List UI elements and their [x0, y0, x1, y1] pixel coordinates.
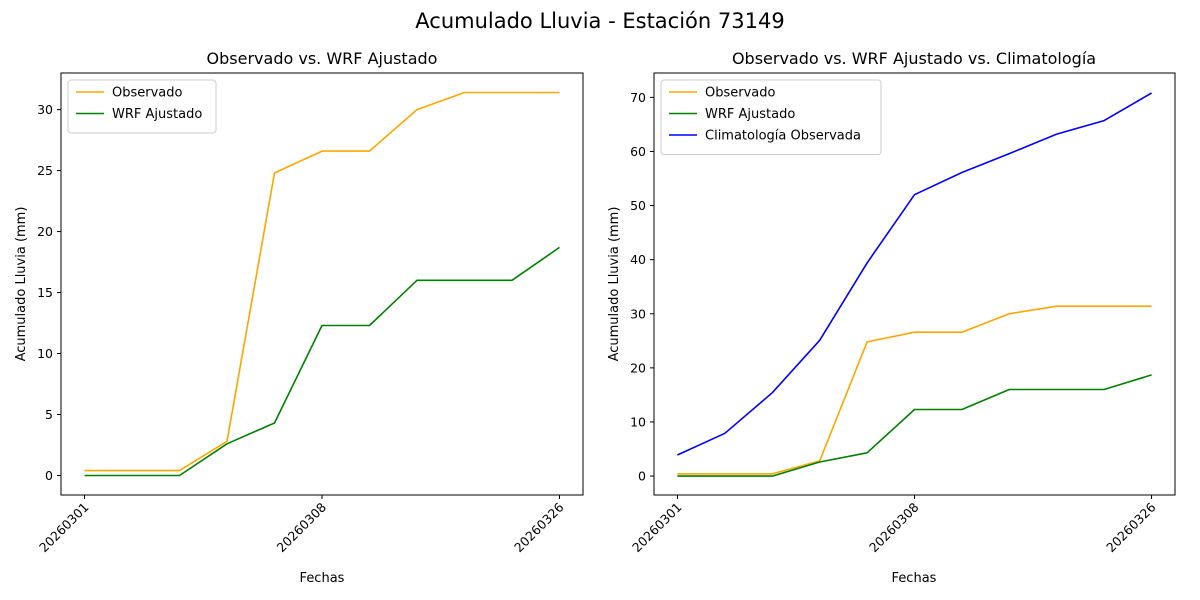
plot-frame — [653, 72, 1176, 496]
series-line-wrf-ajustado — [677, 374, 1152, 477]
y-axis-label: Acumulado Lluvia (mm) — [607, 207, 622, 362]
plot-area — [61, 73, 583, 495]
chart-title: Observado vs. WRF Ajustado — [207, 49, 438, 68]
y-tick-label: 10 — [630, 414, 646, 429]
chart-panel-right: Observado vs. WRF Ajustado vs. Climatolo… — [607, 49, 1176, 586]
legend-label: Observado — [705, 86, 776, 101]
y-tick-label: 30 — [630, 306, 646, 321]
series-lines — [677, 92, 1153, 477]
y-tick-label: 0 — [45, 468, 53, 483]
series-line-wrf-ajustado — [84, 246, 560, 477]
series-line-observado — [677, 305, 1152, 475]
y-axis-label: Acumulado Lluvia (mm) — [14, 207, 29, 362]
y-tick-label: 60 — [630, 144, 646, 159]
series-lines — [84, 91, 560, 477]
legend-label: Observado — [112, 86, 183, 101]
legend: Observado WRF Ajustado — [67, 79, 217, 134]
y-tick-label: 40 — [630, 252, 646, 267]
x-tick-label: 20260301 — [629, 500, 685, 556]
legend: Observado WRF Ajustado Climatología Observ… — [660, 79, 882, 155]
y-tick-label: 5 — [45, 407, 53, 422]
legend-box — [660, 79, 882, 155]
x-tick-label: 20260326 — [511, 499, 567, 555]
chart-panel-left: Observado vs. WRF Ajustado Fechas Acumul… — [14, 49, 584, 586]
x-tick-label: 20260308 — [866, 499, 922, 555]
y-tick-label: 0 — [638, 469, 646, 484]
y-tick-label: 20 — [37, 224, 53, 239]
y-tick-label: 10 — [37, 346, 53, 361]
y-tick-label: 70 — [630, 90, 646, 105]
x-axis-label: Fechas — [300, 571, 345, 586]
legend-box — [67, 79, 217, 134]
y-tick-label: 15 — [37, 285, 53, 300]
y-tick-label: 25 — [37, 163, 53, 178]
y-tick-label: 20 — [630, 360, 646, 375]
y-tick-label: 30 — [37, 102, 53, 117]
series-line-climatolog-a-observada — [677, 92, 1153, 456]
x-tick-label: 20260301 — [36, 500, 92, 556]
x-axis-label: Fechas — [892, 571, 937, 586]
plot-frame — [60, 72, 584, 496]
legend-label: Climatología Observada — [705, 129, 861, 144]
figure-title: Acumulado Lluvia - Estación 73149 — [415, 9, 784, 33]
series-line-observado — [84, 91, 560, 472]
legend-label: WRF Ajustado — [112, 107, 202, 122]
legend-label: WRF Ajustado — [705, 107, 795, 122]
x-tick-label: 20260326 — [1103, 499, 1159, 555]
chart-title: Observado vs. WRF Ajustado vs. Climatolo… — [732, 49, 1096, 68]
x-tick-label: 20260308 — [274, 499, 330, 555]
y-tick-label: 50 — [630, 198, 646, 213]
